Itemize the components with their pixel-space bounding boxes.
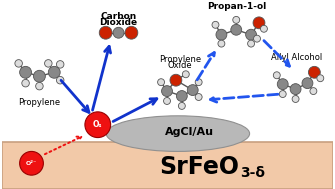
Circle shape — [99, 26, 112, 39]
Circle shape — [216, 29, 227, 40]
Text: Propylene: Propylene — [18, 98, 61, 107]
Circle shape — [310, 88, 317, 94]
Text: Propan-1-ol: Propan-1-ol — [208, 2, 267, 11]
Circle shape — [170, 74, 182, 86]
Circle shape — [231, 24, 242, 35]
Text: Oₛ: Oₛ — [93, 120, 103, 129]
Circle shape — [36, 82, 43, 90]
Circle shape — [22, 79, 29, 87]
Circle shape — [253, 17, 265, 29]
Circle shape — [233, 16, 240, 23]
Circle shape — [15, 60, 22, 67]
Bar — [2, 142, 333, 189]
Circle shape — [56, 76, 64, 84]
Circle shape — [309, 66, 320, 78]
Circle shape — [254, 35, 261, 42]
Circle shape — [279, 91, 286, 98]
Circle shape — [218, 40, 225, 47]
Text: Dioxide: Dioxide — [99, 18, 138, 27]
Ellipse shape — [106, 116, 250, 151]
Text: Allyl Alcohol: Allyl Alcohol — [271, 53, 322, 62]
Circle shape — [187, 85, 198, 95]
Circle shape — [125, 26, 138, 39]
Text: Carbon: Carbon — [100, 12, 137, 21]
Text: O²⁻: O²⁻ — [26, 161, 37, 166]
Circle shape — [248, 40, 255, 47]
Circle shape — [212, 21, 219, 28]
Circle shape — [163, 98, 171, 105]
Circle shape — [20, 151, 43, 175]
Circle shape — [195, 94, 202, 101]
Circle shape — [178, 102, 185, 109]
Circle shape — [302, 78, 313, 89]
Circle shape — [195, 79, 202, 86]
Circle shape — [34, 70, 45, 82]
Circle shape — [177, 91, 187, 101]
Text: AgCl/Au: AgCl/Au — [165, 127, 214, 137]
Circle shape — [85, 112, 111, 138]
Circle shape — [157, 79, 164, 86]
Circle shape — [48, 66, 60, 78]
Circle shape — [292, 95, 299, 102]
Circle shape — [273, 72, 280, 79]
Circle shape — [317, 75, 324, 82]
Text: Propylene: Propylene — [159, 55, 201, 64]
Circle shape — [261, 25, 267, 32]
Circle shape — [161, 86, 173, 97]
Circle shape — [290, 84, 301, 94]
Circle shape — [56, 61, 64, 68]
Text: 3-δ: 3-δ — [240, 166, 265, 180]
Circle shape — [113, 27, 124, 38]
Text: Oxide: Oxide — [168, 61, 192, 70]
Circle shape — [182, 71, 189, 78]
Text: SrFeO: SrFeO — [160, 155, 240, 179]
Circle shape — [20, 66, 31, 78]
Circle shape — [277, 79, 288, 90]
Circle shape — [246, 29, 257, 40]
Circle shape — [45, 60, 52, 67]
